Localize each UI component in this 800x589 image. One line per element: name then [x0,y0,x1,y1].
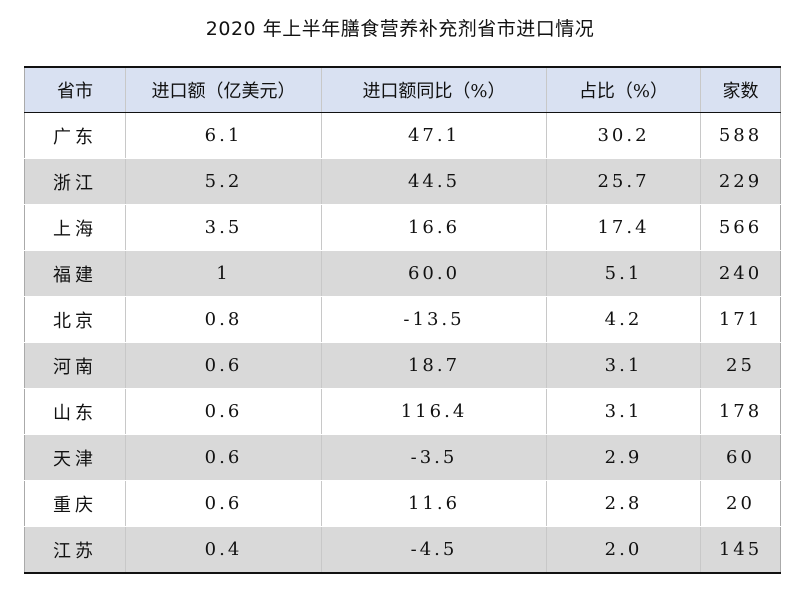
import-value-cell: 3.5 [125,204,322,251]
import-value-cell: 0.4 [125,526,322,574]
share-cell: 25.7 [546,158,701,205]
province-cell: 上海 [24,204,126,251]
table-row: 河南 0.6 18.7 3.1 25 [24,342,781,389]
import-value-cell: 6.1 [125,112,322,159]
table-row: 北京 0.8 -13.5 4.2 171 [24,296,781,343]
company-count-cell: 171 [700,296,781,343]
yoy-change-cell: 11.6 [321,480,547,527]
yoy-change-cell: 18.7 [321,342,547,389]
company-count-cell: 240 [700,250,781,297]
table-row: 浙江 5.2 44.5 25.7 229 [24,158,781,205]
province-cell: 北京 [24,296,126,343]
table-row: 福建 1 60.0 5.1 240 [24,250,781,297]
share-cell: 17.4 [546,204,701,251]
province-cell: 天津 [24,434,126,481]
import-value-cell: 0.6 [125,388,322,435]
import-value-cell: 1 [125,250,322,297]
province-cell: 福建 [24,250,126,297]
table-row: 广东 6.1 47.1 30.2 588 [24,112,781,159]
column-header-import-value: 进口额（亿美元） [125,66,322,113]
yoy-change-cell: 47.1 [321,112,547,159]
yoy-change-cell: -13.5 [321,296,547,343]
province-cell: 山东 [24,388,126,435]
table-title: 2020 年上半年膳食营养补充剂省市进口情况 [205,18,595,40]
yoy-change-cell: 16.6 [321,204,547,251]
province-cell: 江苏 [24,526,126,574]
share-cell: 2.0 [546,526,701,574]
table-row: 天津 0.6 -3.5 2.9 60 [24,434,781,481]
table-header-row: 省市 进口额（亿美元） 进口额同比（%） 占比（%） 家数 [24,66,781,113]
column-header-province: 省市 [24,66,126,113]
share-cell: 2.8 [546,480,701,527]
share-cell: 3.1 [546,342,701,389]
table-row: 重庆 0.6 11.6 2.8 20 [24,480,781,527]
yoy-change-cell: 44.5 [321,158,547,205]
company-count-cell: 566 [700,204,781,251]
import-value-cell: 0.6 [125,342,322,389]
column-header-yoy-change: 进口额同比（%） [321,66,547,113]
import-value-cell: 0.8 [125,296,322,343]
share-cell: 4.2 [546,296,701,343]
table-row: 山东 0.6 116.4 3.1 178 [24,388,781,435]
yoy-change-cell: -4.5 [321,526,547,574]
table-row: 上海 3.5 16.6 17.4 566 [24,204,781,251]
import-data-table: 省市 进口额（亿美元） 进口额同比（%） 占比（%） 家数 广东 6.1 47.… [24,66,781,574]
share-cell: 3.1 [546,388,701,435]
province-cell: 广东 [24,112,126,159]
company-count-cell: 20 [700,480,781,527]
column-header-share: 占比（%） [546,66,701,113]
company-count-cell: 588 [700,112,781,159]
share-cell: 2.9 [546,434,701,481]
company-count-cell: 229 [700,158,781,205]
share-cell: 5.1 [546,250,701,297]
province-cell: 浙江 [24,158,126,205]
province-cell: 重庆 [24,480,126,527]
import-value-cell: 0.6 [125,480,322,527]
yoy-change-cell: 60.0 [321,250,547,297]
company-count-cell: 60 [700,434,781,481]
share-cell: 30.2 [546,112,701,159]
company-count-cell: 25 [700,342,781,389]
province-cell: 河南 [24,342,126,389]
import-value-cell: 0.6 [125,434,322,481]
table-row: 江苏 0.4 -4.5 2.0 145 [24,526,781,574]
yoy-change-cell: 116.4 [321,388,547,435]
column-header-company-count: 家数 [700,66,781,113]
company-count-cell: 145 [700,526,781,574]
import-value-cell: 5.2 [125,158,322,205]
company-count-cell: 178 [700,388,781,435]
yoy-change-cell: -3.5 [321,434,547,481]
